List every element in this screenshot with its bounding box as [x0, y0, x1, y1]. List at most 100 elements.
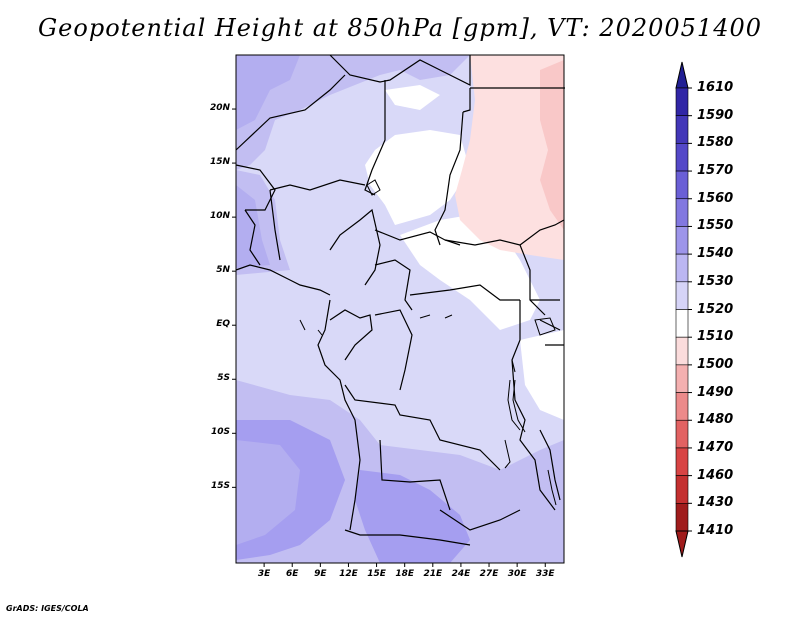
lon-tick-label: 9E	[314, 569, 327, 579]
colorbar-label: 1540	[697, 246, 734, 262]
colorbar-label: 1590	[697, 107, 734, 123]
lon-tick-label: 18E	[395, 569, 415, 579]
border-east-lakes	[511, 300, 556, 511]
lon-tick-label: 33E	[535, 569, 555, 579]
border-burkina	[235, 164, 276, 211]
lon-tick-label: 21E	[423, 569, 443, 579]
lon-tick-label: 3E	[257, 569, 271, 579]
field-1540-west	[236, 185, 270, 268]
lat-tick-label: 10S	[210, 427, 230, 438]
footer-credit: GrADS: IGES/COLA	[6, 604, 89, 613]
lakes	[299, 179, 557, 506]
lake-victoria	[534, 317, 556, 336]
lon-ticks	[263, 563, 546, 567]
border-cameroon-car	[374, 259, 413, 311]
border-gabon-congo	[329, 309, 373, 361]
field-1530-southwest-band	[236, 440, 300, 545]
lake-kivu	[511, 359, 516, 373]
colorbar-label: 1550	[697, 218, 734, 234]
border-niger-nigeria	[269, 179, 366, 191]
lat-tick-label: 10N	[209, 211, 230, 222]
colorbar-label: 1500	[697, 356, 734, 372]
colorbar-segment	[675, 226, 689, 255]
height-field	[236, 55, 564, 563]
colorbar-label: 1610	[697, 80, 734, 95]
border-angola-zambia	[379, 439, 451, 511]
border-chad-sudan	[434, 111, 464, 246]
colorbar-segment	[675, 447, 689, 476]
colorbar-segment	[675, 281, 689, 310]
colorbar-segment	[675, 336, 689, 366]
colorbar-label: 1510	[697, 329, 734, 345]
colorbar-top-arrow	[675, 61, 689, 89]
colorbar-label: 1470	[697, 439, 734, 455]
border-west-coast-south	[317, 299, 361, 531]
lon-tick-label: 6E	[286, 569, 299, 579]
lat-tick-label: 15S	[210, 481, 230, 492]
colorbar-segment	[675, 115, 689, 144]
border-niger-chad	[364, 80, 386, 196]
colorbar-label: 1580	[697, 135, 734, 151]
border-ethiopia-north	[519, 219, 565, 246]
border-sudan-southsudan	[444, 239, 521, 246]
colorbar-bottom-arrow	[675, 530, 689, 558]
colorbar-segment	[675, 364, 689, 393]
lake-malawi	[547, 469, 557, 506]
colorbar-label: 1480	[697, 412, 734, 428]
river-marks	[299, 314, 453, 336]
lon-tick-label: 15E	[367, 569, 386, 579]
field-1510-north	[365, 130, 470, 225]
colorbar-segment	[675, 87, 689, 116]
colorbar-label: 1430	[697, 495, 734, 511]
border-zambia-zim	[439, 509, 521, 531]
lat-tick-label: 20N	[209, 103, 230, 114]
colorbar-segment	[675, 170, 689, 200]
border-nigeria-benin	[269, 189, 281, 261]
lon-tick-label: 24E	[451, 569, 471, 579]
field-1490-northeast	[540, 60, 564, 230]
field-1510-north-small	[385, 85, 440, 110]
colorbar-segment	[675, 475, 689, 504]
lon-tick-label: 12E	[339, 569, 358, 579]
lat-ticks	[232, 108, 236, 488]
colorbar-label: 1570	[697, 163, 734, 179]
border-namibia	[344, 529, 471, 546]
colorbar-segment	[675, 392, 689, 421]
border-southsudan-east	[519, 244, 546, 316]
lat-tick-label: EQ	[216, 319, 230, 330]
field-1530-northwest-deep	[236, 55, 300, 130]
border-ghana-togo	[244, 209, 261, 266]
lake-tanganyika	[507, 379, 526, 433]
lat-tick-label: 5S	[217, 373, 230, 384]
border-west-coast-guinea	[235, 264, 331, 296]
border-libya-niger	[329, 54, 471, 86]
border-chad-car	[374, 229, 461, 246]
colorbar-label: 1560	[697, 190, 734, 206]
colorbar-segment	[675, 143, 689, 172]
colorbar-label: 1530	[697, 273, 734, 289]
field-1530-northwest	[236, 55, 470, 170]
plot-frame	[235, 54, 565, 564]
country-borders	[235, 54, 565, 546]
border-congo-drc	[374, 309, 413, 391]
colorbar-label: 1410	[697, 523, 734, 538]
border-mali-niger	[235, 74, 346, 151]
colorbar-segment	[675, 309, 689, 338]
colorbar-segment	[675, 503, 689, 532]
colorbar-label: 1520	[697, 301, 734, 317]
border-angola-drc	[344, 384, 501, 471]
border-nigeria-cameroon	[329, 208, 381, 286]
lake-mweru	[504, 439, 511, 469]
colorbar-label: 1490	[697, 384, 734, 400]
lon-tick-label: 30E	[507, 569, 527, 579]
colorbar-segment	[675, 198, 689, 227]
border-uganda-kenya	[530, 299, 564, 346]
field-1510-east	[520, 330, 564, 420]
field-1500-northeast	[455, 55, 564, 260]
colorbar-label: 1460	[697, 467, 734, 483]
lat-tick-label: 15N	[209, 157, 230, 168]
colorbar	[675, 61, 692, 558]
colorbar-segment	[675, 253, 689, 283]
lon-tick-label: 27E	[479, 569, 499, 579]
